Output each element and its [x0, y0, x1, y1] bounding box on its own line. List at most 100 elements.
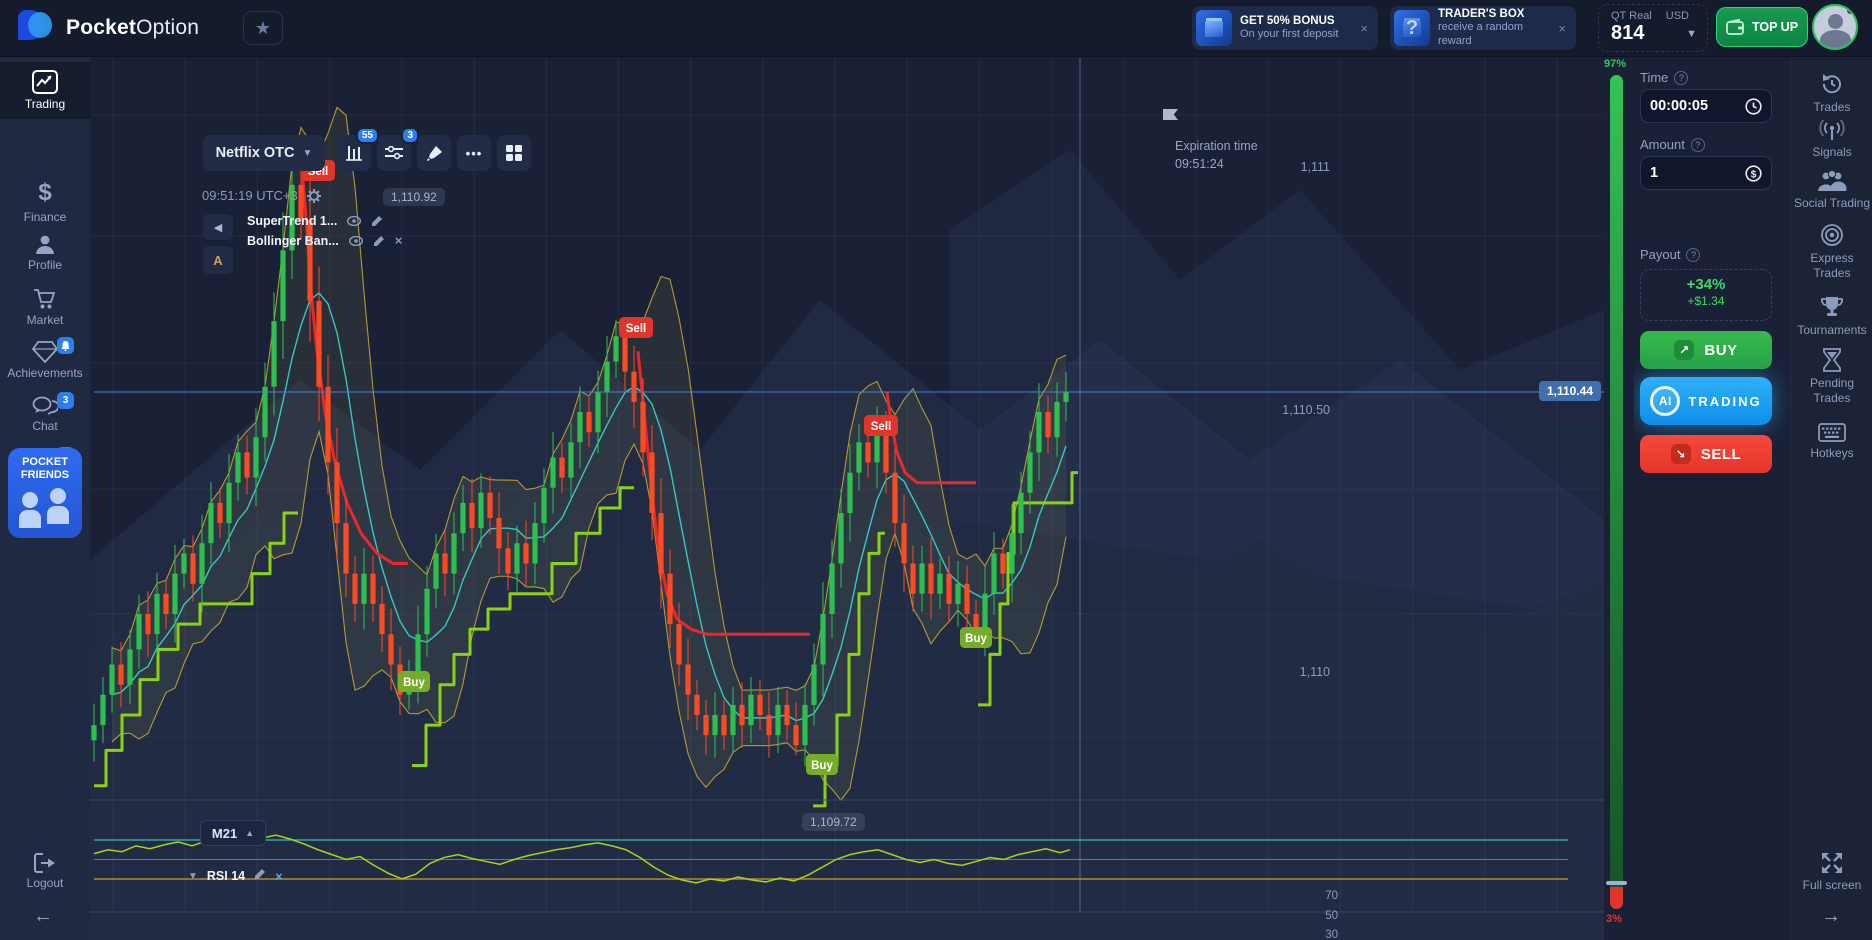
ai-logo-icon: AI: [1650, 386, 1681, 416]
amount-label: Amount?: [1640, 137, 1705, 152]
indicators-badge: 3: [401, 127, 419, 144]
sidebar-item-tournaments[interactable]: Tournaments: [1791, 295, 1872, 338]
trading-chart-icon: [32, 70, 58, 94]
help-icon[interactable]: ?: [1674, 70, 1689, 85]
fullscreen-button[interactable]: Full screen: [1791, 852, 1872, 893]
svg-text:Buy: Buy: [965, 633, 987, 645]
candlestick-chart-icon: [346, 146, 362, 161]
account-balance-selector[interactable]: QT Real USD 814 ▼: [1598, 4, 1708, 52]
remove-rsi-icon[interactable]: ×: [275, 868, 283, 884]
sidebar-item-hotkeys[interactable]: Hotkeys: [1791, 423, 1872, 461]
help-icon[interactable]: ?: [1690, 137, 1705, 152]
gift-box-icon: [1196, 10, 1232, 46]
indicator-legend-supertrend: SuperTrend 1...: [247, 214, 383, 228]
account-currency: USD: [1665, 10, 1689, 22]
supertrend-up: [94, 511, 298, 788]
symbol-selector[interactable]: Netflix OTC ▼: [203, 135, 325, 171]
dollar-icon: $: [38, 179, 52, 206]
annotation-button[interactable]: A: [203, 246, 233, 274]
sidebar-item-chat[interactable]: 3 Chat: [0, 392, 90, 433]
balance-value: 814: [1611, 22, 1645, 44]
avatar[interactable]: [1812, 4, 1858, 50]
close-icon[interactable]: ×: [1360, 20, 1368, 36]
time-input[interactable]: 00:00:05: [1640, 89, 1772, 123]
rsi-level-30: 30: [1325, 929, 1338, 940]
wallet-icon: [1726, 19, 1744, 35]
remove-indicator-icon[interactable]: ×: [394, 233, 403, 248]
sell-button[interactable]: ↘ SELL: [1640, 435, 1772, 473]
sidebar-item-finance[interactable]: $ Finance: [0, 179, 90, 224]
chart-type-button[interactable]: 55: [337, 127, 379, 171]
account-type: QT Real: [1611, 10, 1652, 22]
friends-illustration: [8, 486, 82, 530]
collapse-rsi-icon[interactable]: ▼: [188, 870, 198, 882]
buy-button[interactable]: ↗ BUY: [1640, 331, 1772, 369]
pocket-friends-banner[interactable]: POCKET FRIENDS: [8, 448, 82, 538]
star-icon: ★: [254, 17, 272, 38]
timeframe-selector[interactable]: M21 ▲: [200, 820, 266, 846]
target-icon: [1821, 224, 1843, 246]
ellipsis-icon: •••: [465, 145, 483, 161]
price-scale-111050: 1,110.50: [1282, 403, 1330, 417]
expand-sidebar-arrow[interactable]: →: [1821, 905, 1841, 927]
sidebar-item-pending-trades[interactable]: Pending Trades: [1791, 348, 1872, 406]
more-tools-button[interactable]: •••: [457, 135, 491, 171]
arrow-up-right-icon: ↗: [1674, 340, 1695, 360]
rsi-name: RSI 14: [206, 869, 246, 883]
sidebar-item-trades[interactable]: Trades: [1791, 72, 1872, 115]
left-sidebar: Trading $ Finance Profile Market Achieve…: [0, 57, 90, 940]
sidebar-item-achievements[interactable]: Achievements: [0, 337, 90, 380]
indicator-name: Bollinger Ban...: [247, 233, 339, 248]
ai-trading-button[interactable]: AI TRADING: [1640, 377, 1772, 425]
indicator-legend-bollinger: Bollinger Ban... ×: [247, 233, 402, 248]
sidebar-item-trading[interactable]: Trading: [0, 62, 90, 119]
chart-area[interactable]: Sell Buy Sell Buy Sell Buy Netflix OTC ▼ 55 3…: [90, 57, 1604, 940]
sidebar-item-profile[interactable]: Profile: [0, 233, 90, 272]
clock-icon: [1745, 97, 1762, 115]
close-icon[interactable]: ×: [1558, 20, 1566, 36]
sentiment-handle[interactable]: [1606, 881, 1627, 885]
collapse-legend-button[interactable]: ◀: [203, 214, 233, 240]
drawing-tools-button[interactable]: [417, 135, 451, 171]
sidebar-item-express-trades[interactable]: Express Trades: [1791, 223, 1872, 281]
bonus-banner[interactable]: GET 50% BONUS On your first deposit ×: [1192, 6, 1378, 50]
pencil-icon[interactable]: [371, 215, 383, 227]
sentiment-up-percent: 97%: [1604, 58, 1627, 70]
sidebar-item-signals[interactable]: Signals: [1791, 119, 1872, 160]
gear-icon[interactable]: [306, 188, 321, 203]
expiration-title: Expiration time: [1175, 139, 1258, 153]
low-price-label: 1,109.72: [802, 813, 865, 831]
supertrend-up: [978, 471, 1078, 707]
price-scale-1110: 1,110: [1299, 665, 1330, 679]
eye-icon[interactable]: [348, 235, 363, 246]
candles-layer: [91, 149, 1069, 767]
payout-box: +34% +$1.34: [1640, 269, 1772, 321]
pencil-icon[interactable]: [254, 867, 266, 885]
hourglass-icon: [1823, 348, 1841, 372]
pencil-icon[interactable]: [373, 235, 385, 247]
pocket-option-logo[interactable]: PocketOption: [18, 10, 199, 46]
trade-panel: Time? 00:00:05 Amount? 1 $ Payout? +34% …: [1640, 57, 1790, 940]
traders-box-banner[interactable]: ? TRADER'S BOX receive a random reward ×: [1390, 6, 1576, 50]
time-label: Time?: [1640, 70, 1689, 85]
logo-text-pocket: Pocket: [66, 16, 137, 39]
sidebar-item-market[interactable]: Market: [0, 288, 90, 327]
person-icon: [36, 235, 54, 254]
expiration-info: Expiration time 09:51:24: [1175, 137, 1258, 173]
help-icon[interactable]: ?: [1686, 247, 1701, 262]
clock-label: 09:51:19 UTC+3: [202, 188, 298, 203]
sidebar-item-social-trading[interactable]: Social Trading: [1791, 170, 1872, 211]
chart-type-badge: 55: [355, 127, 379, 144]
sidebar-item-logout[interactable]: Logout: [0, 853, 90, 890]
bollinger-upper: [111, 106, 1067, 691]
top-up-button[interactable]: TOP UP: [1716, 7, 1808, 47]
amount-input[interactable]: 1 $: [1640, 156, 1772, 190]
indicators-button[interactable]: 3: [377, 127, 419, 171]
collapse-sidebar-arrow[interactable]: ←: [33, 905, 53, 927]
layout-grid-button[interactable]: [497, 135, 531, 171]
eye-icon[interactable]: [347, 216, 362, 226]
price-scale-1111: 1,111: [1300, 160, 1330, 174]
favorites-button[interactable]: ★: [243, 11, 283, 45]
rsi-level-70: 70: [1325, 890, 1338, 902]
